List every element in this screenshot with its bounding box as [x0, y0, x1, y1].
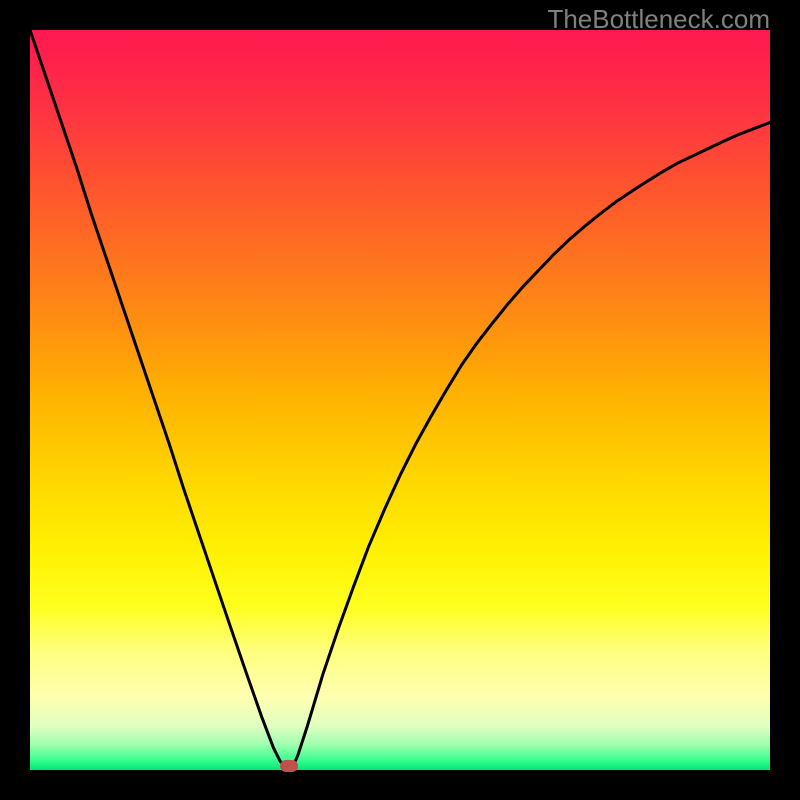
curve-layer	[30, 30, 770, 770]
watermark-text: TheBottleneck.com	[547, 4, 770, 35]
bottleneck-curve	[30, 30, 770, 770]
chart-container: TheBottleneck.com	[0, 0, 800, 800]
optimal-point-marker	[280, 760, 298, 772]
plot-area	[30, 30, 770, 770]
